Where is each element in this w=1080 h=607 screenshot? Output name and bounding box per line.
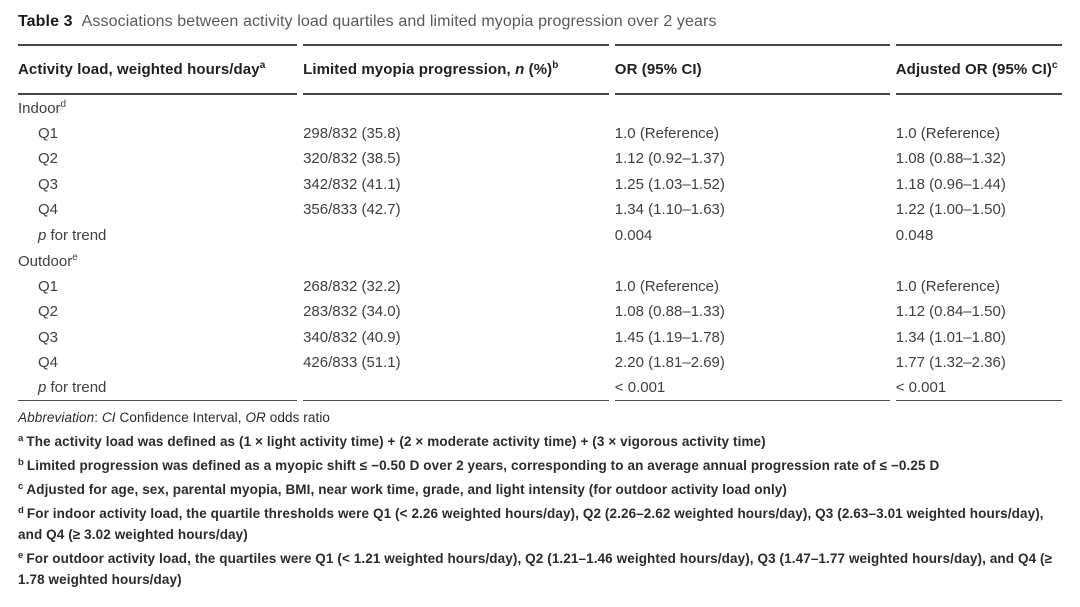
table-row: Q1 298/832 (35.8) 1.0 (Reference) 1.0 (R… <box>18 121 1062 147</box>
footnote-marker-b: b <box>552 60 559 71</box>
or-value: 1.0 (Reference) <box>614 124 720 142</box>
or-value: 1.45 (1.19–1.78) <box>614 328 725 346</box>
footnote-e: e For outdoor activity load, the quartile… <box>18 549 1053 587</box>
or-value: 2.20 (1.81–2.69) <box>614 354 725 372</box>
adjusted-or-value: 1.18 (0.96–1.44) <box>895 175 1006 193</box>
table-row: Q3 342/832 (41.1) 1.25 (1.03–1.52) 1.18 … <box>18 172 1062 198</box>
section-label: Indoord <box>18 99 67 118</box>
p-for-trend-label: p for trend <box>18 376 298 401</box>
p-for-trend-label: p for trend <box>38 226 107 244</box>
quartile-label: Q2 <box>38 150 59 168</box>
quartile-label: Q4 <box>38 201 59 219</box>
n-pct-value: 298/832 (35.8) <box>303 124 401 142</box>
column-header-limited-progression: Limited myopia progression, n (%)b <box>303 44 609 95</box>
table-row: Q4 426/833 (51.1) 2.20 (1.81–2.69) 1.77 … <box>18 350 1062 376</box>
adjusted-or-value: 1.77 (1.32–2.36) <box>895 354 1006 372</box>
p-value: < 0.001 <box>614 376 890 401</box>
footnote-marker: a <box>18 432 24 444</box>
table-caption: Table 3 Associations between activity loa… <box>18 13 1062 31</box>
adjusted-or-value: 1.08 (0.88–1.32) <box>895 150 1006 168</box>
footnote-marker: c <box>18 480 24 492</box>
results-table: Activity load, weighted hours/daya Limit… <box>12 44 1068 401</box>
n-pct-value: 283/832 (34.0) <box>303 303 401 321</box>
section-row-outdoor: Outdoore <box>18 248 1062 274</box>
adjusted-or-value: 1.22 (1.00–1.50) <box>895 201 1006 219</box>
n-pct-value: 342/832 (41.1) <box>303 175 401 193</box>
footnote-d: d For indoor activity load, the quartile … <box>18 504 1044 542</box>
table-row: Q1 268/832 (32.2) 1.0 (Reference) 1.0 (R… <box>18 274 1062 300</box>
quartile-label: Q1 <box>38 277 59 295</box>
footnote-marker-e: e <box>72 252 78 264</box>
footnote-marker-c: c <box>1051 60 1058 71</box>
abbreviation-line: Abbreviation: CI Confidence Interval, OR… <box>18 410 331 425</box>
table-row: Q4 356/833 (42.7) 1.34 (1.10–1.63) 1.22 … <box>18 197 1062 223</box>
footnote-a: a The activity load was defined as (1 × l… <box>18 432 766 449</box>
header-row: Activity load, weighted hours/daya Limit… <box>18 44 1062 95</box>
footnote-marker: e <box>18 549 24 561</box>
quartile-label: Q4 <box>38 354 59 372</box>
adjusted-or-value: 1.34 (1.01–1.80) <box>895 328 1006 346</box>
n-pct-value: 356/833 (42.7) <box>303 201 401 219</box>
column-header-adjusted-or: Adjusted OR (95% CI)c <box>895 44 1062 95</box>
quartile-label: Q1 <box>38 124 59 142</box>
or-value: 1.0 (Reference) <box>614 277 720 295</box>
n-pct-value: 426/833 (51.1) <box>303 354 401 372</box>
footnote-marker: b <box>18 456 24 468</box>
quartile-label: Q3 <box>38 328 59 346</box>
or-value: 1.08 (0.88–1.33) <box>614 303 725 321</box>
n-pct-value: 268/832 (32.2) <box>303 277 401 295</box>
section-row-indoor: Indoord <box>18 95 1062 121</box>
p-value: 0.048 <box>895 226 934 244</box>
table-number: Table 3 <box>18 13 73 30</box>
column-header-activity-load: Activity load, weighted hours/daya <box>18 44 298 95</box>
p-for-trend-row: p for trend 0.004 0.048 <box>18 223 1062 249</box>
table-row: Q2 320/832 (38.5) 1.12 (0.92–1.37) 1.08 … <box>18 146 1062 172</box>
footnotes: Abbreviation: CI Confidence Interval, OR… <box>18 410 1062 590</box>
p-value: < 0.001 <box>895 376 1062 401</box>
table-row: Q2 283/832 (34.0) 1.08 (0.88–1.33) 1.12 … <box>18 299 1062 325</box>
adjusted-or-value: 1.0 (Reference) <box>895 124 1000 142</box>
footnote-c: c Adjusted for age, sex, parental myopia,… <box>18 480 788 497</box>
or-value: 1.12 (0.92–1.37) <box>614 150 725 168</box>
footnote-marker-d: d <box>60 99 67 111</box>
p-value: 0.004 <box>614 226 653 244</box>
footnote-marker-a: a <box>259 60 266 71</box>
or-value: 1.34 (1.10–1.63) <box>614 201 725 219</box>
n-pct-value: 340/832 (40.9) <box>303 328 401 346</box>
quartile-label: Q3 <box>38 175 59 193</box>
section-label: Outdoore <box>18 252 78 271</box>
footnote-marker: d <box>18 504 24 516</box>
table-row: Q3 340/832 (40.9) 1.45 (1.19–1.78) 1.34 … <box>18 325 1062 351</box>
footnote-b: b Limited progression was defined as a my… <box>18 456 940 473</box>
p-for-trend-row: p for trend < 0.001 < 0.001 <box>18 376 1062 401</box>
n-pct-value: 320/832 (38.5) <box>303 150 401 168</box>
adjusted-or-value: 1.0 (Reference) <box>895 277 1000 295</box>
quartile-label: Q2 <box>38 303 59 321</box>
table-caption-text: Associations between activity load quart… <box>81 13 717 30</box>
column-header-or: OR (95% CI) <box>614 44 890 95</box>
adjusted-or-value: 1.12 (0.84–1.50) <box>895 303 1006 321</box>
or-value: 1.25 (1.03–1.52) <box>614 175 725 193</box>
